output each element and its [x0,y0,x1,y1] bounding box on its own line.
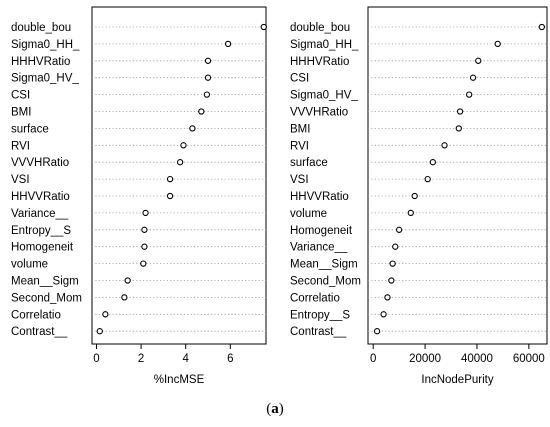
data-point [392,243,399,250]
data-point [456,108,464,115]
category-label: Sigma0_HH_ [290,39,359,51]
category-label: HHHVRatio [290,56,349,68]
category-label: Contrast__ [290,326,347,338]
data-point [141,243,148,250]
data-point [411,192,418,200]
category-label: double_bou [11,22,71,34]
x-tick-label: 60000 [513,353,545,365]
data-point [538,23,545,31]
caption-close: ) [278,401,284,417]
category-label: HHHVRatio [11,56,70,68]
x-tick-label: 6 [227,353,233,365]
category-label: VVVHRatio [290,107,348,119]
category-label: Homogeneit [290,225,353,237]
category-label: CSI [11,90,30,102]
category-label: volume [11,259,48,271]
category-label: Second_Mom [11,292,82,304]
category-label: CSI [290,73,309,85]
data-point [455,125,462,132]
data-point [424,175,431,183]
data-point [429,159,437,166]
data-point [466,91,473,98]
data-point [96,328,103,335]
data-point [395,226,403,233]
category-label: Contrast__ [11,326,68,338]
data-point [180,142,187,149]
plot-frame [367,6,548,345]
category-label: VVVHRatio [11,157,69,169]
data-point [124,277,131,284]
panel-incmse: double_bou Sigma0_HH_ HHHVRatio Sigma0_HV_ C… [11,6,267,386]
category-label: Second_Mom [290,276,361,288]
data-point [380,311,387,318]
data-point [204,74,212,81]
category-label: RVI [290,140,309,152]
category-label: Homogeneit [11,242,74,254]
data-point [384,294,391,301]
category-label: Sigma0_HH_ [11,39,80,51]
x-tick-label: 0 [93,353,99,365]
category-label: VSI [11,174,30,186]
data-point [260,23,267,31]
data-point [166,175,174,183]
data-point [388,277,395,284]
data-point [469,74,477,81]
x-tick-label: 2 [138,353,144,365]
figure-caption: (a) [0,401,550,418]
category-label: Sigma0_HV_ [290,90,358,102]
data-point [140,260,147,267]
data-point [373,328,381,335]
category-label: Correlatio [11,309,61,321]
category-label: VSI [290,174,309,186]
caption-open: ( [266,401,272,417]
category-label: Mean__Sigm [290,259,358,271]
category-label: HHVVRatio [290,191,349,203]
category-label: Variance__ [11,208,69,220]
category-label: BMI [290,123,310,135]
category-label: Entropy__S [290,309,350,321]
category-label: surface [11,123,49,135]
x-tick-label: 0 [370,353,376,365]
caption-letter: a [271,401,279,417]
category-label: Correlatio [290,292,340,304]
data-point [121,294,128,301]
category-label: double_bou [290,22,350,34]
data-point [176,159,184,166]
x-axis-label: IncNodePurity [421,374,493,386]
x-axis-label: %IncMSE [154,374,205,386]
plot-frame [91,6,267,345]
panel-incnodepurity: double_bou Sigma0_HH_ HHHVRatio CSI Sigma0_H… [290,6,548,386]
data-point [166,192,174,200]
category-label: Mean__Sigm [11,276,79,288]
data-point [407,209,414,217]
category-label: surface [290,157,328,169]
data-point [189,125,196,132]
data-point [203,91,211,98]
data-point [475,57,482,64]
data-point [102,311,109,318]
category-label: Entropy__S [11,225,71,237]
category-label: HHVVRatio [11,191,70,203]
category-label: Sigma0_HV_ [11,73,79,85]
data-point [441,142,448,149]
x-tick-label: 40000 [461,353,493,365]
data-point [141,226,148,233]
x-tick-label: 4 [182,353,189,365]
data-point [198,108,205,115]
category-label: Variance__ [290,242,348,254]
data-point [204,57,212,64]
category-label: volume [290,208,327,220]
category-label: RVI [11,140,30,152]
data-point [142,209,149,217]
x-tick-label: 20000 [409,353,441,365]
data-point [494,40,501,48]
data-point [389,260,396,267]
category-label: BMI [11,107,31,119]
data-point [224,40,232,48]
